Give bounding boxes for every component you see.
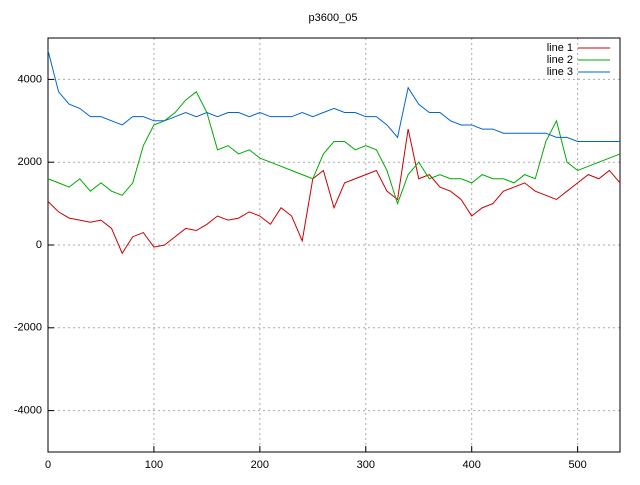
plot-frame xyxy=(47,37,621,453)
chart-title: p3600_05 xyxy=(309,12,358,24)
x-tick-label: 400 xyxy=(463,459,481,471)
legend-label: line 1 xyxy=(547,42,573,54)
data-line xyxy=(47,50,620,142)
data-line xyxy=(47,128,621,255)
x-tick-label: 100 xyxy=(145,459,163,471)
data-line xyxy=(47,91,621,206)
y-tick-label: -4000 xyxy=(14,405,42,417)
x-tick-label: 200 xyxy=(251,459,269,471)
legend-label: line 2 xyxy=(547,54,573,66)
x-tick-label: 500 xyxy=(568,459,586,471)
x-tick-label: 300 xyxy=(357,459,375,471)
y-tick-label: 4000 xyxy=(18,73,42,85)
y-tick-label: 0 xyxy=(36,239,42,251)
y-tick-label: 2000 xyxy=(18,156,42,168)
x-tick-label: 0 xyxy=(45,459,51,471)
y-tick-label: -2000 xyxy=(14,322,42,334)
legend-label: line 3 xyxy=(547,66,573,78)
